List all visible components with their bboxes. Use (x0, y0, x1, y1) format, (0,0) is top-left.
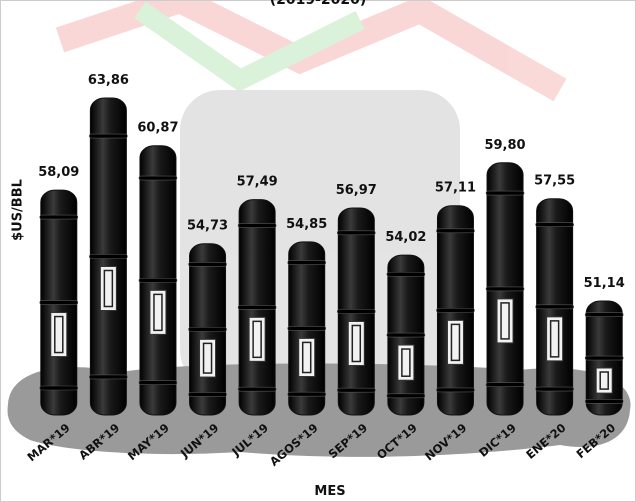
barrel-ring (336, 230, 376, 236)
value-label: 57,49 (237, 175, 278, 190)
barrel-ring (39, 214, 79, 220)
barrel-label (446, 319, 464, 365)
barrel-ring (287, 260, 327, 265)
barrel-ring (535, 304, 574, 310)
barrel-label-inner (153, 293, 163, 332)
barrel-ring (436, 228, 475, 234)
barrel-label (149, 289, 167, 335)
barrel-label (397, 344, 415, 381)
barrel-ring (386, 271, 426, 277)
barrel-ring (485, 190, 525, 196)
barrel-ring (386, 332, 426, 338)
barrel-label-inner (599, 371, 609, 390)
barrel-label-inner (103, 269, 114, 308)
barrel-label (546, 316, 564, 362)
barrel-ring (138, 380, 178, 385)
value-label: 54,73 (187, 219, 228, 234)
value-label: 54,85 (286, 217, 327, 232)
barrel-ring (138, 278, 178, 283)
value-label: 58,09 (38, 165, 79, 180)
value-label: 57,55 (534, 174, 575, 189)
barrel-ring (237, 305, 277, 310)
chart-title: (2019-2020) (270, 0, 367, 8)
barrel-label-inner (500, 302, 510, 340)
barrel-ring (39, 385, 79, 391)
barrel-label (248, 316, 266, 362)
barrel-ring (188, 327, 227, 332)
barrel-label-inner (252, 320, 262, 359)
barrel-ring (188, 392, 227, 397)
value-label: 59,80 (484, 138, 525, 153)
barrel-ring (287, 391, 327, 397)
barrel-label-inner (301, 341, 312, 374)
barrel-ring (535, 386, 574, 392)
barrel-ring (336, 387, 376, 393)
barrel-label-inner (549, 320, 560, 358)
barrel-ring (485, 382, 525, 388)
value-label: 51,14 (584, 276, 625, 291)
barrel-label (99, 266, 117, 312)
barrel-ring (89, 133, 128, 139)
barrel-label (496, 298, 514, 344)
barrel-ring (287, 326, 327, 331)
value-label: 56,97 (336, 183, 377, 198)
barrel-label-inner (202, 342, 213, 374)
barrel-label (199, 338, 217, 378)
barrel-label-inner (54, 315, 64, 354)
barrel-ring (436, 387, 475, 393)
barrel-ring (237, 223, 277, 228)
barrel-ring (188, 261, 227, 267)
barrel-label-inner (351, 324, 362, 363)
barrel-ring (237, 386, 277, 392)
barrel-ring (89, 374, 128, 380)
barrel-label (347, 320, 365, 366)
barrel-ring (386, 393, 426, 399)
value-label: 63,86 (88, 73, 129, 88)
barrel-label (50, 312, 68, 358)
x-axis-title: MES (314, 484, 345, 499)
value-label: 57,11 (435, 181, 476, 196)
barrel-ring (89, 254, 128, 259)
barrel-ring (535, 222, 574, 227)
barrel-ring (336, 309, 376, 314)
value-label: 54,02 (385, 230, 426, 245)
barrel-ring (436, 308, 475, 313)
barrel-ring (39, 300, 79, 305)
barrel-ring (138, 175, 178, 181)
barrel-label (298, 337, 316, 378)
barrel-label-inner (450, 323, 461, 362)
barrel-ring (584, 355, 624, 361)
value-label: 60,87 (137, 121, 178, 136)
barrel-ring (485, 286, 525, 292)
barrel-ring (584, 399, 624, 404)
barrel-label-inner (401, 348, 411, 377)
y-axis-title: $US/BBL (11, 179, 26, 241)
barrel-ring (584, 312, 624, 318)
